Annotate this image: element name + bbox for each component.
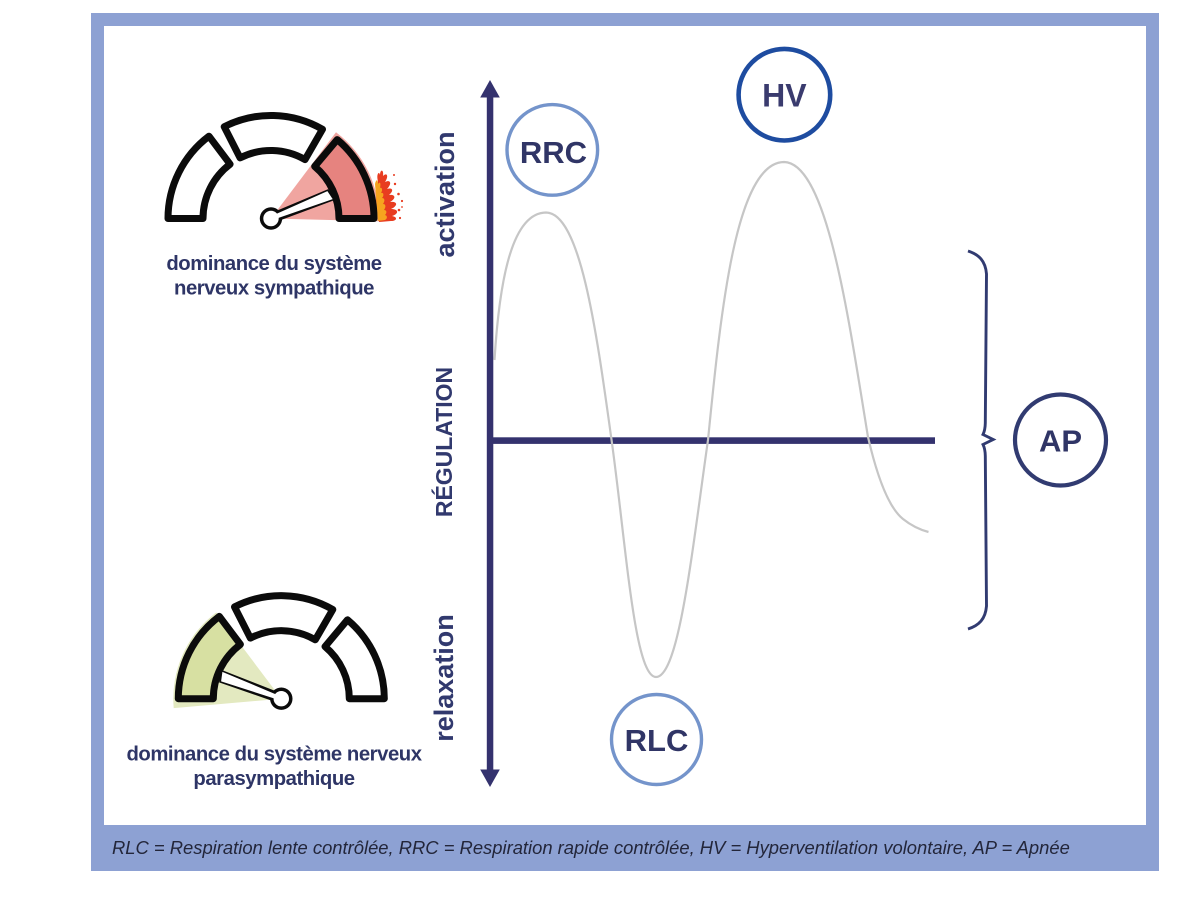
svg-text:parasympathique: parasympathique (193, 768, 354, 790)
svg-text:AP: AP (1039, 424, 1082, 459)
svg-text:RLC = Respiration lente contrô: RLC = Respiration lente contrôlée, RRC =… (112, 837, 1070, 858)
svg-text:RLC: RLC (625, 723, 689, 758)
svg-text:relaxation: relaxation (429, 614, 459, 742)
svg-text:RRC: RRC (520, 135, 587, 170)
svg-text:nerveux sympathique: nerveux sympathique (174, 278, 374, 300)
svg-text:dominance du système nerveux: dominance du système nerveux (126, 744, 422, 766)
svg-text:HV: HV (762, 78, 807, 114)
svg-text:RÉGULATION: RÉGULATION (430, 367, 457, 517)
svg-text:dominance du système: dominance du système (166, 253, 381, 275)
svg-text:activation: activation (430, 131, 460, 257)
